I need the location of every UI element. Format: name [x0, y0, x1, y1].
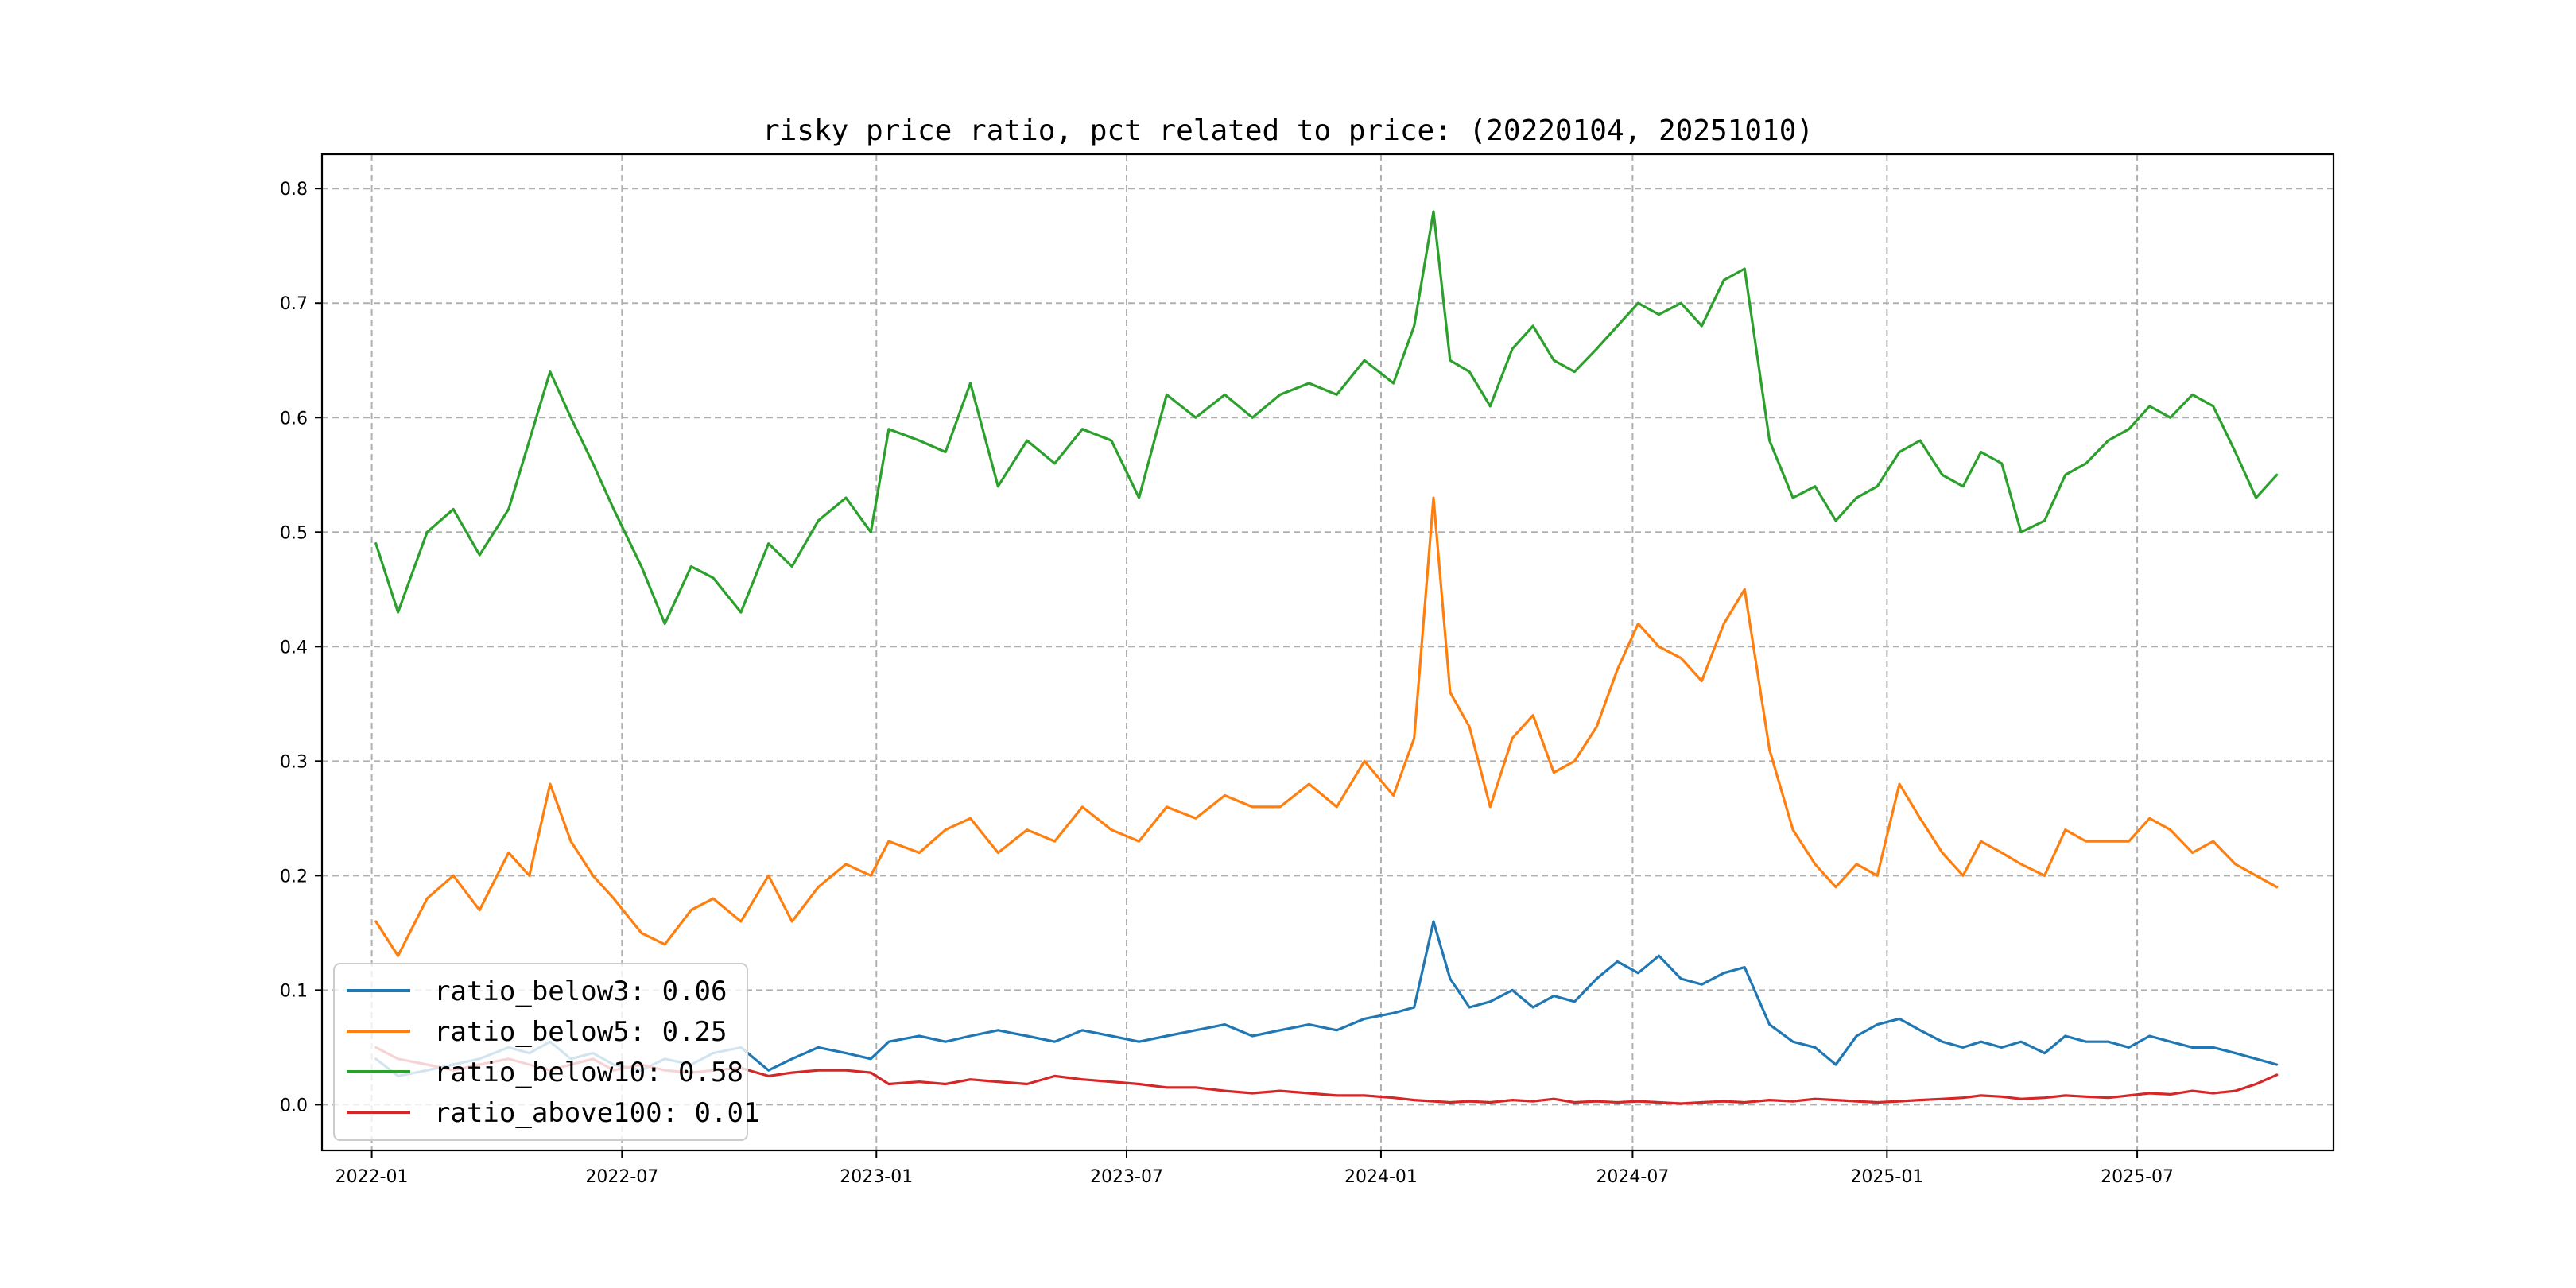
- x-tick-label: 2023-01: [840, 1167, 913, 1187]
- legend-entry-label: ratio_below3: 0.06: [434, 976, 727, 1007]
- x-tick-label: 2022-07: [585, 1167, 658, 1187]
- y-tick-label: 0.8: [280, 180, 308, 200]
- series-line-2: [374, 210, 2279, 626]
- y-tick-label: 0.5: [280, 523, 308, 543]
- x-tick-label: 2023-07: [1090, 1167, 1163, 1187]
- legend-entry-label: ratio_above100: 0.01: [434, 1097, 759, 1129]
- y-tick-label: 0.0: [280, 1096, 308, 1115]
- y-tick-label: 0.6: [280, 409, 308, 429]
- series-line-1: [374, 496, 2279, 957]
- legend-entry-label: ratio_below5: 0.25: [434, 1016, 727, 1048]
- y-tick-label: 0.7: [280, 294, 308, 314]
- x-tick-label: 2025-01: [1850, 1167, 1923, 1187]
- x-tick-label: 2024-01: [1344, 1167, 1418, 1187]
- y-tick-label: 0.2: [280, 867, 308, 886]
- x-tick-label: 2024-07: [1596, 1167, 1669, 1187]
- x-tick-label: 2025-07: [2101, 1167, 2174, 1187]
- y-tick-label: 0.3: [280, 752, 308, 772]
- legend-entry-label: ratio_below10: 0.58: [434, 1057, 743, 1088]
- grid: [322, 154, 2334, 1150]
- plot-frame: [320, 153, 2335, 1152]
- y-tick-label: 0.4: [280, 638, 308, 658]
- y-axis: 0.0 0.1 0.2 0.3 0.4 0.5 0.6 0.7 0.8: [280, 180, 322, 1115]
- chart-title: risky price ratio, pct related to price:…: [762, 114, 1814, 147]
- x-tick-label: 2022-01: [336, 1167, 409, 1187]
- legend-box: [333, 963, 748, 1141]
- legend: ratio_below3: 0.06 ratio_below5: 0.25 rati…: [333, 963, 759, 1141]
- y-tick-label: 0.1: [280, 981, 308, 1001]
- x-axis: 2022-01 2022-07 2023-01 2023-07 2024-01 2024-…: [336, 1150, 2174, 1187]
